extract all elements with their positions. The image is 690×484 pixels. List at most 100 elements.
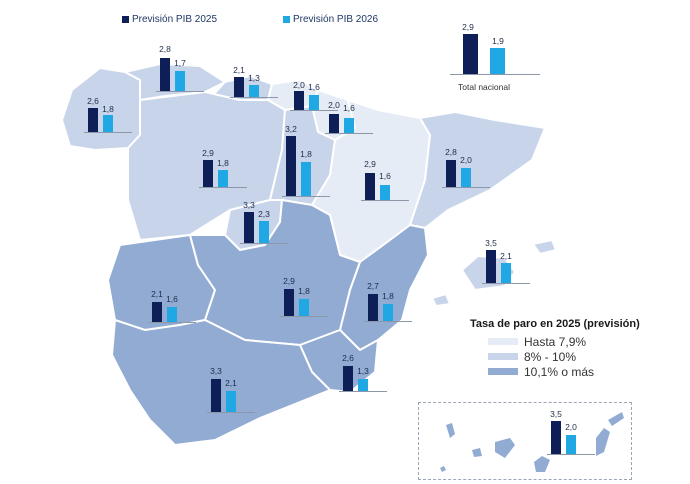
bar-2026 [218,170,228,187]
legend-item-low: Hasta 7,9% [488,334,640,349]
region-castilla-mancha [189,199,361,346]
chart-navarra: 2,0 1,6 [325,53,373,134]
value-2025: 2,0 [293,80,305,90]
legend-pib-2026: Previsión PIB 2026 [283,14,378,25]
value-2026: 1,9 [492,36,504,46]
value-2025: 2,9 [462,22,474,32]
bar-2025 [329,114,339,133]
bar-2026 [380,185,390,200]
value-2025: 3,5 [485,238,497,248]
value-2026: 2,3 [258,209,270,219]
axis-line [282,196,330,197]
value-2026: 1,7 [174,58,186,68]
bar-2025 [446,160,456,187]
region-menorca [532,239,557,255]
region-cataluna [409,111,546,229]
value-2026: 1,6 [308,82,320,92]
bar-2025 [463,34,478,74]
bar-2026 [344,118,354,133]
chart-castilla-mancha: 2,9 1,8 [280,236,328,317]
value-2026: 1,6 [166,294,178,304]
bar-2026 [501,263,511,283]
value-2025: 2,1 [233,65,245,75]
chart-galicia: 2,6 1,8 [84,52,132,133]
axis-line [450,74,540,75]
value-2025: 2,7 [367,281,379,291]
value-2026: 2,1 [500,251,512,261]
bar-2026 [249,85,259,97]
value-2026: 1,6 [379,171,391,181]
bar-2026 [175,71,185,91]
chart-total-nacional: 2,9 1,9 [450,0,540,75]
chart-murcia: 2,6 1,3 [339,311,387,392]
axis-line [547,454,595,455]
legend-label-2025: Previsión PIB 2025 [132,14,218,25]
bar-2026 [301,162,311,196]
value-2025: 2,1 [151,289,163,299]
value-2025: 2,9 [364,159,376,169]
total-nacional-label: Total nacional [458,82,510,92]
chart-la-rioja: 3,2 1,8 [282,116,330,197]
axis-line [339,391,387,392]
bar-2026 [167,307,177,322]
bar-2026 [358,379,368,391]
value-2026: 2,0 [460,155,472,165]
value-2025: 2,6 [342,353,354,363]
region-canarias [440,412,624,472]
bar-2025 [365,173,375,200]
value-2026: 1,8 [298,286,310,296]
axis-line [199,187,247,188]
bar-2026 [226,391,236,412]
axis-line [230,97,278,98]
chart-andalucia: 3,3 2,1 [207,332,255,413]
bar-2025 [343,366,353,391]
chart-canarias: 3,5 2,0 [547,374,595,455]
bar-2026 [299,299,309,316]
chart-valencia: 2,7 1,8 [364,241,412,322]
value-2025: 2,9 [202,148,214,158]
bar-2025 [152,302,162,322]
legend-pib-2025: Previsión PIB 2025 [122,14,217,25]
chart-pais-vasco: 2,0 1,6 [290,30,338,111]
value-2025: 2,9 [283,276,295,286]
bar-2025 [211,379,221,412]
bar-2025 [160,58,170,91]
bar-2025 [286,136,296,196]
value-2025: 2,0 [328,100,340,110]
axis-line [364,321,412,322]
bar-2025 [368,294,378,321]
legend-swatch-mid [488,353,518,360]
axis-line [240,243,288,244]
bar-2026 [103,115,113,132]
legend-label-2026: Previsión PIB 2026 [293,14,379,25]
axis-line [482,283,530,284]
value-2025: 2,6 [87,96,99,106]
value-2025: 3,3 [243,200,255,210]
chart-castilla-leon: 2,9 1,8 [199,107,247,188]
bar-2025 [284,289,294,316]
chart-cataluna: 2,8 2,0 [442,107,490,188]
legend-label-low: Hasta 7,9% [524,334,587,349]
region-ibiza [431,293,451,307]
axis-line [442,187,490,188]
unemployment-legend-title: Tasa de paro en 2025 (previsión) [470,318,640,330]
legend-swatch-low [488,338,518,345]
chart-baleares: 3,5 2,1 [482,203,530,284]
chart-asturias: 2,8 1,7 [156,11,204,92]
legend-label-mid: 8% - 10% [524,349,577,364]
value-2026: 1,3 [357,366,369,376]
axis-line [84,132,132,133]
value-2025: 3,3 [210,366,222,376]
axis-line [207,412,255,413]
axis-line [290,110,338,111]
value-2026: 1,6 [343,103,355,113]
bar-2025 [234,77,244,97]
value-2025: 2,8 [445,147,457,157]
bar-2026 [309,95,319,110]
bar-2025 [88,108,98,132]
chart-cantabria: 2,1 1,3 [230,17,278,98]
value-2026: 1,8 [217,158,229,168]
legend-swatch-2026 [283,16,290,23]
canarias-inset [418,402,632,480]
axis-line [325,133,373,134]
